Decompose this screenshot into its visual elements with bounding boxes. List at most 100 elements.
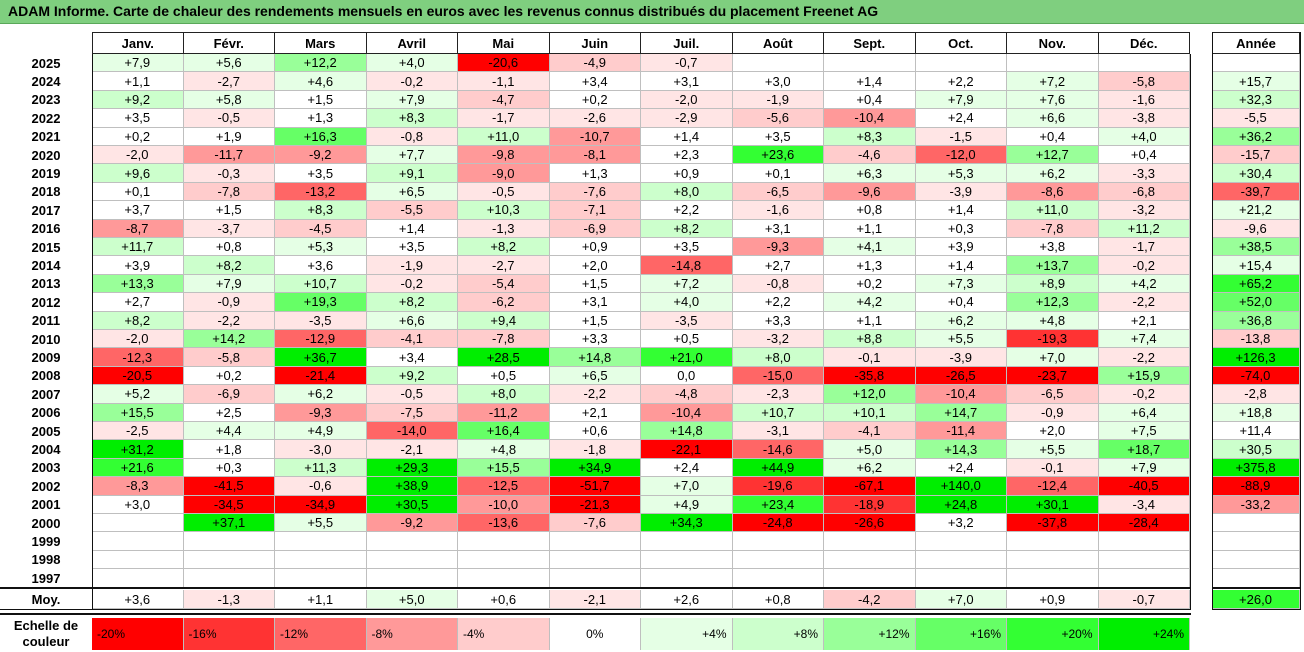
heatmap-cell: +4,6 bbox=[275, 72, 367, 91]
year-label: 2007 bbox=[31, 386, 61, 402]
average-cell: -0,7 bbox=[1098, 590, 1190, 609]
heatmap-cell: -2,9 bbox=[641, 109, 733, 128]
heatmap-cell bbox=[92, 550, 184, 570]
annual-cell: -33,2 bbox=[1212, 495, 1300, 514]
heatmap-cell: -0,6 bbox=[275, 477, 367, 496]
heatmap-cell: +9,6 bbox=[92, 164, 184, 183]
heatmap-cell: -3,9 bbox=[915, 348, 1007, 367]
heatmap-cell: +1,4 bbox=[915, 256, 1007, 275]
heatmap-cell: -37,8 bbox=[1007, 514, 1099, 533]
heatmap-cell: -3,7 bbox=[183, 219, 275, 238]
heatmap-cell: +0,5 bbox=[458, 366, 550, 386]
heatmap-cell: +2,2 bbox=[732, 293, 824, 312]
heatmap-cell: +5,8 bbox=[183, 90, 275, 110]
heatmap-cell: 0,0 bbox=[641, 366, 733, 386]
heatmap-cell bbox=[1098, 550, 1190, 570]
annual-cell: +15,7 bbox=[1212, 72, 1300, 91]
heatmap-cell: -10,4 bbox=[915, 385, 1007, 404]
heatmap-cell: -6,5 bbox=[732, 182, 824, 202]
heatmap-cell: -5,8 bbox=[1098, 72, 1190, 91]
heatmap-cell: +38,9 bbox=[366, 477, 458, 496]
heatmap-cell: -11,7 bbox=[183, 146, 275, 165]
scale-cell: -4% bbox=[458, 618, 550, 650]
heatmap-cell: -8,1 bbox=[549, 146, 641, 165]
heatmap-cell: -14,8 bbox=[641, 256, 733, 275]
heatmap-cell: +7,0 bbox=[1007, 348, 1099, 367]
heatmap-cell: +0,9 bbox=[641, 164, 733, 183]
heatmap-cell: +8,2 bbox=[183, 256, 275, 275]
grid-left-border bbox=[92, 54, 93, 589]
heatmap-cell: +3,0 bbox=[92, 495, 184, 514]
heatmap-cell: +4,2 bbox=[824, 293, 916, 312]
heatmap-cell bbox=[183, 532, 275, 551]
annual-cell: +30,5 bbox=[1212, 440, 1300, 459]
heatmap-cell: +8,9 bbox=[1007, 274, 1099, 294]
heatmap-cell: +8,0 bbox=[458, 385, 550, 404]
heatmap-cell bbox=[915, 569, 1007, 588]
heatmap-cell: -12,0 bbox=[915, 146, 1007, 165]
month-header: Août bbox=[732, 32, 824, 54]
heatmap-cell: -4,9 bbox=[549, 54, 641, 73]
heatmap-cell: +3,5 bbox=[275, 164, 367, 183]
heatmap-cell: -2,7 bbox=[458, 256, 550, 275]
heatmap-cell: -7,8 bbox=[1007, 219, 1099, 238]
heatmap-cell: +7,9 bbox=[915, 90, 1007, 110]
heatmap-cell: -22,1 bbox=[641, 440, 733, 459]
heatmap-cell: -34,9 bbox=[275, 495, 367, 514]
heatmap-cell: +18,7 bbox=[1098, 440, 1190, 459]
heatmap-cell: +2,2 bbox=[641, 201, 733, 220]
heatmap-cell: -3,3 bbox=[1098, 164, 1190, 183]
heatmap-cell: +140,0 bbox=[915, 477, 1007, 496]
heatmap-cell: -3,8 bbox=[1098, 109, 1190, 128]
heatmap-cell: +7,2 bbox=[1007, 72, 1099, 91]
average-left-border bbox=[92, 589, 93, 609]
heatmap-cell: -2,3 bbox=[732, 385, 824, 404]
heatmap-cell: -51,7 bbox=[549, 477, 641, 496]
heatmap-cell bbox=[183, 550, 275, 570]
heatmap-cell: -14,0 bbox=[366, 422, 458, 441]
annual-cell: +38,5 bbox=[1212, 238, 1300, 257]
year-label: 2017 bbox=[31, 202, 61, 218]
heatmap-cell bbox=[732, 569, 824, 588]
heatmap-cell: -9,2 bbox=[366, 514, 458, 533]
heatmap-cell: +0,2 bbox=[824, 274, 916, 294]
heatmap-cell bbox=[1098, 532, 1190, 551]
heatmap-cell: +7,9 bbox=[1098, 458, 1190, 478]
annual-cell: +52,0 bbox=[1212, 293, 1300, 312]
heatmap-cell: +29,3 bbox=[366, 458, 458, 478]
heatmap-cell: +21,6 bbox=[92, 458, 184, 478]
month-header: Sept. bbox=[824, 32, 916, 54]
annual-cell: +30,4 bbox=[1212, 164, 1300, 183]
heatmap-cell: +4,0 bbox=[1098, 127, 1190, 146]
heatmap-cell: +11,2 bbox=[1098, 219, 1190, 238]
heatmap-cell bbox=[1007, 532, 1099, 551]
heatmap-cell: -1,5 bbox=[915, 127, 1007, 146]
heatmap-cell: -0,3 bbox=[183, 164, 275, 183]
heatmap-cell: +2,7 bbox=[732, 256, 824, 275]
heatmap-cell: +15,5 bbox=[458, 458, 550, 478]
heatmap-cell: -19,6 bbox=[732, 477, 824, 496]
annual-cell: +36,2 bbox=[1212, 127, 1300, 146]
heatmap-cell: -21,3 bbox=[549, 495, 641, 514]
heatmap-cell: +0,8 bbox=[824, 201, 916, 220]
heatmap-cell: +3,1 bbox=[549, 293, 641, 312]
average-cell: +0,6 bbox=[458, 590, 550, 609]
heatmap-cell: -4,8 bbox=[641, 385, 733, 404]
heatmap-cell: -3,5 bbox=[275, 311, 367, 330]
average-cell: +0,9 bbox=[1007, 590, 1099, 609]
month-header: Juil. bbox=[641, 32, 733, 54]
heatmap-cell: +7,9 bbox=[183, 274, 275, 294]
heatmap-cell: +30,1 bbox=[1007, 495, 1099, 514]
heatmap-cell bbox=[275, 550, 367, 570]
heatmap-cell bbox=[915, 550, 1007, 570]
heatmap-cell: +6,5 bbox=[366, 182, 458, 202]
heatmap-cell: +5,5 bbox=[275, 514, 367, 533]
heatmap-cell: -1,9 bbox=[366, 256, 458, 275]
scale-cell: 0% bbox=[549, 618, 641, 650]
heatmap-cell: -5,5 bbox=[366, 201, 458, 220]
heatmap-cell: +3,3 bbox=[732, 311, 824, 330]
heatmap-cell: +3,8 bbox=[1007, 238, 1099, 257]
scale-cell: -12% bbox=[275, 618, 367, 650]
heatmap-cell bbox=[1007, 54, 1099, 73]
scale-cell: +24% bbox=[1098, 618, 1190, 650]
